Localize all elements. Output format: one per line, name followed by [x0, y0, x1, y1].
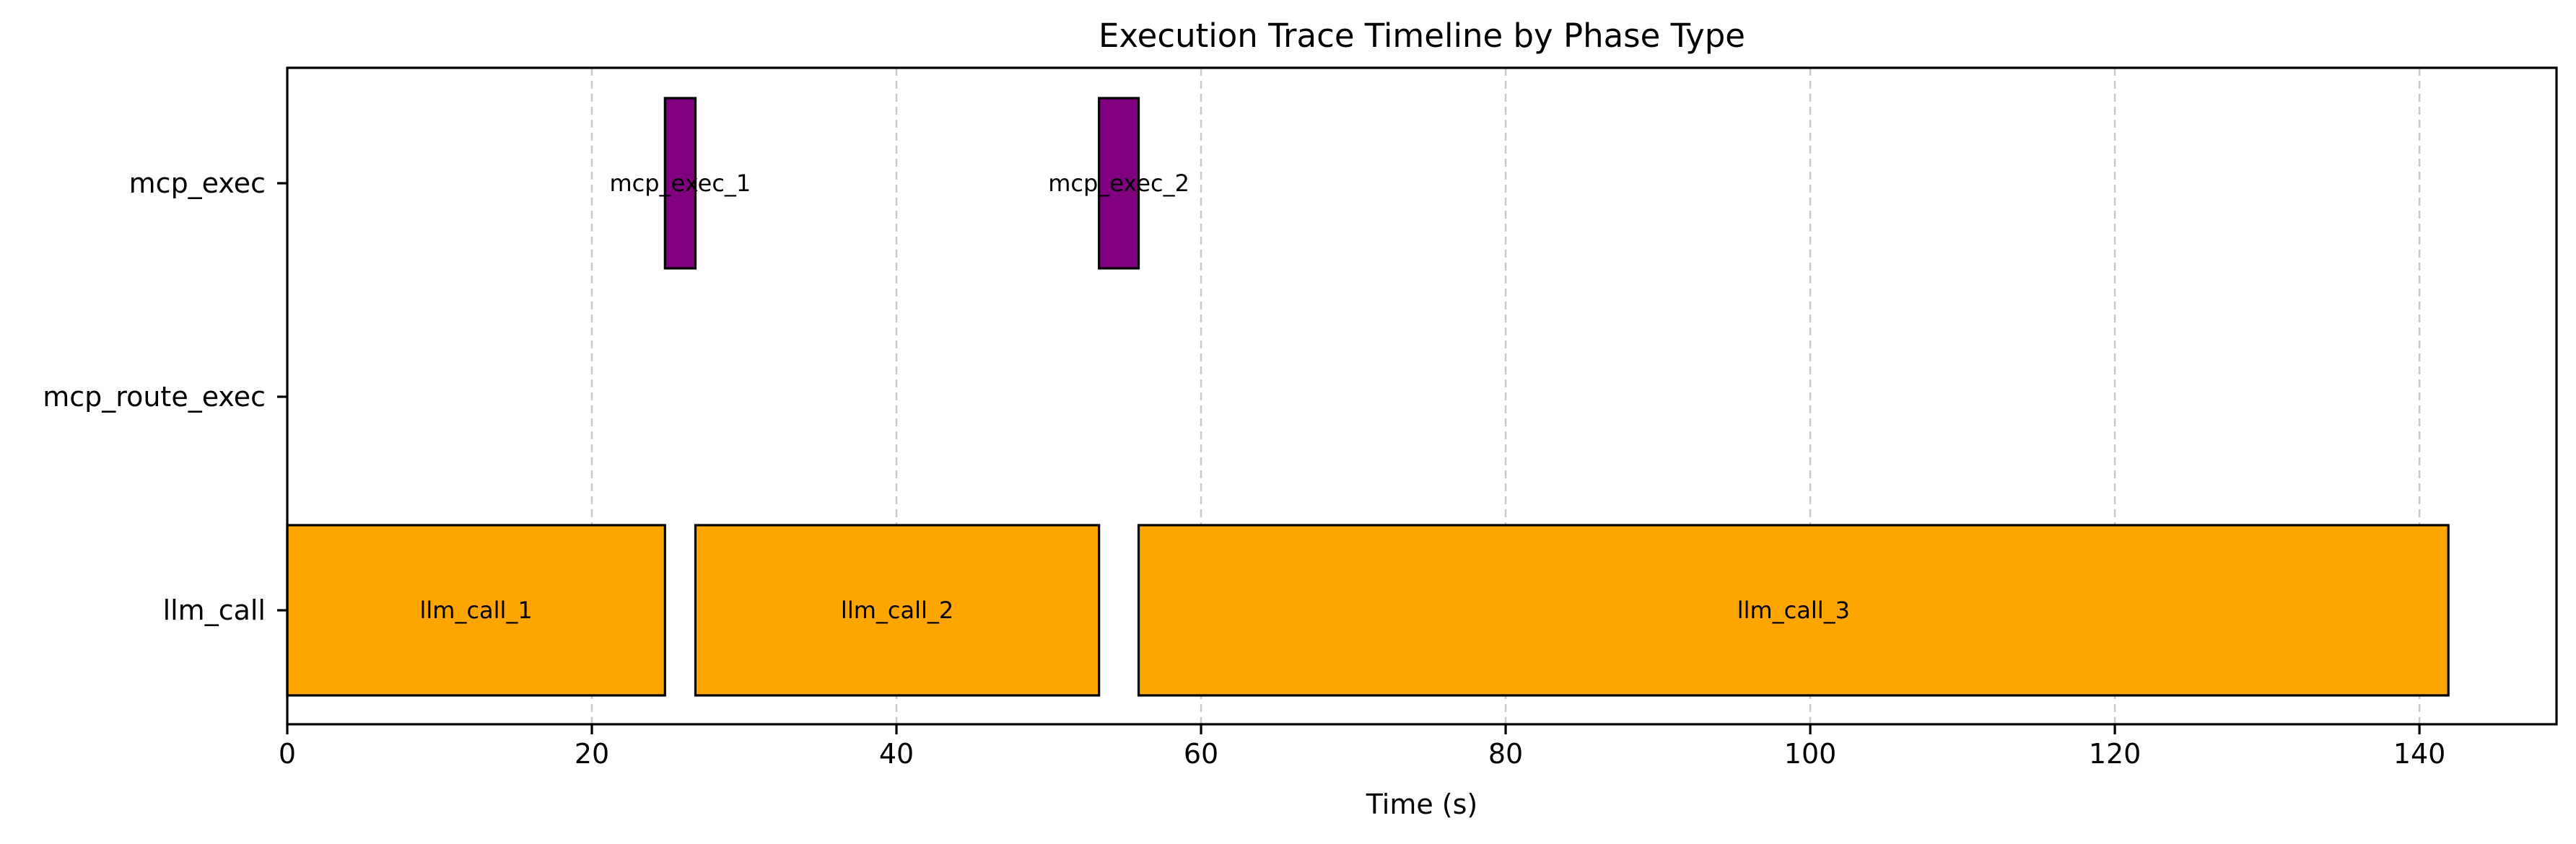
phase-label-mcp-exec-1: mcp_exec_1 — [609, 170, 751, 197]
phase-label-llm-call-3: llm_call_3 — [1737, 597, 1850, 624]
y-tick-label-mcp-route-exec: mcp_route_exec — [43, 381, 266, 413]
x-axis-ticks: 0 20 40 60 80 100 120 140 — [279, 724, 2445, 770]
phase-bar-llm-call-3 — [1137, 524, 2450, 697]
x-tick-label: 120 — [2089, 738, 2141, 770]
x-tick-label: 60 — [1184, 738, 1218, 770]
x-tick-label: 0 — [279, 738, 296, 770]
grid-lines — [590, 68, 2421, 724]
x-tick-label: 100 — [1784, 738, 1837, 770]
x-tick-label: 20 — [575, 738, 609, 770]
phase-bar-mcp-exec-1 — [663, 97, 697, 270]
y-tick-label-mcp-exec: mcp_exec — [129, 167, 266, 199]
phase-bar-llm-call-2 — [694, 524, 1101, 697]
chart-title: Execution Trace Timeline by Phase Type — [1099, 17, 1745, 55]
y-tick-label-llm-call: llm_call — [163, 594, 266, 626]
phase-label-mcp-exec-2: mcp_exec_2 — [1048, 170, 1189, 197]
phase-label-llm-call-2: llm_call_2 — [841, 597, 953, 624]
x-tick-label: 140 — [2393, 738, 2446, 770]
y-axis-ticks: llm_call mcp_route_exec mcp_exec — [43, 167, 287, 626]
phase-bars: llm_call_1 mcp_exec_1 llm_call_2 mcp_exec_2… — [286, 97, 2450, 697]
x-tick-label: 40 — [879, 738, 914, 770]
phase-label-llm-call-1: llm_call_1 — [419, 597, 532, 624]
x-axis-label: Time (s) — [1366, 788, 1478, 820]
x-tick-label: 80 — [1488, 738, 1523, 770]
phase-bar-mcp-exec-2 — [1098, 97, 1140, 270]
